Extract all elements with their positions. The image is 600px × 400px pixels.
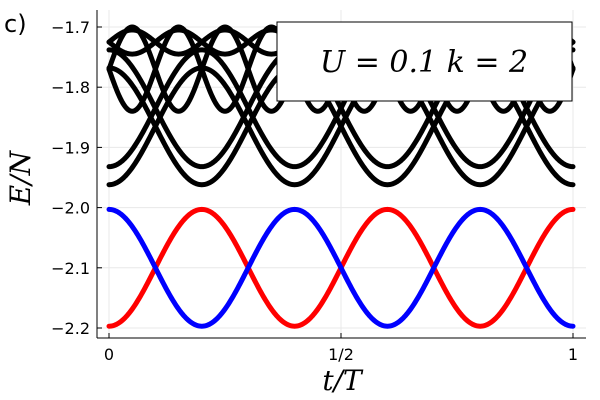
series-line [106,206,576,329]
y-tick-label: −2.2 [51,319,90,338]
y-tick-label: −1.9 [51,138,90,157]
annotation-box: U = 0.1 k = 2 [276,21,573,102]
x-axis-title: t/T [322,364,364,397]
axes [96,10,586,339]
y-tick-label: −1.8 [51,78,90,97]
y-tick-label: −1.7 [51,18,90,37]
x-tick-label: 0 [104,345,114,364]
panel-label: c) [4,10,27,38]
y-tick-label: −2.1 [51,259,90,278]
tick-labels: 0 1/2 1 −1.7 −1.8 −1.9 −2.0 −2.1 −2.2 [51,18,578,364]
y-tick-label: −2.0 [51,199,90,218]
x-tick-label: 1/2 [328,345,354,364]
x-tick-label: 1 [568,345,578,364]
y-axis-title: E/N [4,149,37,206]
annotation-frame [276,21,573,102]
annotation-text: U = 0.1 k = 2 [320,45,528,80]
